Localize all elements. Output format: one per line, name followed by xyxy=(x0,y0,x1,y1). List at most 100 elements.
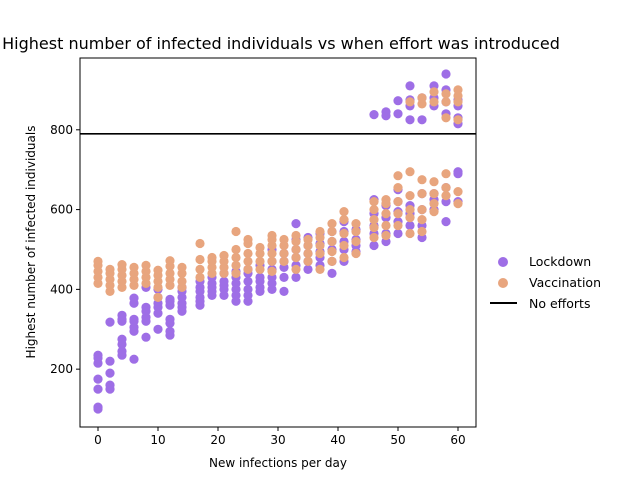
data-point-vaccination xyxy=(417,189,427,199)
data-point-vaccination xyxy=(339,240,349,251)
data-point-lockdown xyxy=(105,368,115,378)
data-point-lockdown xyxy=(381,107,391,117)
data-point-vaccination xyxy=(243,248,253,259)
x-tick-label: 20 xyxy=(210,433,225,447)
x-axis-label: New infections per day xyxy=(209,456,347,470)
data-point-vaccination xyxy=(429,189,439,199)
data-point-vaccination xyxy=(351,236,361,247)
data-point-vaccination xyxy=(369,205,379,215)
data-point-vaccination xyxy=(243,256,253,266)
data-point-lockdown xyxy=(405,115,415,125)
data-point-vaccination xyxy=(405,205,415,215)
data-point-lockdown xyxy=(129,354,139,364)
data-point-vaccination xyxy=(429,97,439,107)
data-point-vaccination xyxy=(429,87,439,97)
data-point-lockdown xyxy=(369,240,379,251)
data-point-vaccination xyxy=(153,265,163,275)
data-point-lockdown xyxy=(105,356,115,366)
y-tick-label: 800 xyxy=(50,123,73,137)
data-point-vaccination xyxy=(417,215,427,225)
data-point-vaccination xyxy=(279,256,289,266)
data-point-lockdown xyxy=(441,69,451,79)
data-point-vaccination xyxy=(291,252,301,263)
data-point-vaccination xyxy=(195,264,205,274)
legend-label-no-efforts: No efforts xyxy=(529,296,590,311)
data-point-vaccination xyxy=(405,191,415,201)
data-point-lockdown xyxy=(165,294,175,304)
data-point-vaccination xyxy=(369,215,379,225)
data-point-vaccination xyxy=(267,266,277,276)
data-point-vaccination xyxy=(453,85,463,95)
data-point-lockdown xyxy=(105,380,115,390)
data-point-lockdown xyxy=(141,332,151,342)
data-point-vaccination xyxy=(207,252,217,263)
data-point-vaccination xyxy=(369,197,379,207)
data-point-lockdown xyxy=(93,374,103,384)
data-point-vaccination xyxy=(429,207,439,217)
x-tick-label: 60 xyxy=(450,433,465,447)
data-point-vaccination xyxy=(405,167,415,177)
data-point-vaccination xyxy=(267,256,277,266)
data-point-vaccination xyxy=(255,256,265,266)
data-point-vaccination xyxy=(291,230,301,241)
x-tick-label: 10 xyxy=(150,433,165,447)
data-point-lockdown xyxy=(393,228,403,239)
data-point-vaccination xyxy=(129,262,139,272)
data-point-lockdown xyxy=(93,350,103,360)
data-point-vaccination xyxy=(369,232,379,243)
chart-title: Highest number of infected individuals v… xyxy=(2,34,560,53)
data-point-vaccination xyxy=(417,205,427,215)
data-point-vaccination xyxy=(315,264,325,274)
data-point-vaccination xyxy=(231,268,241,278)
data-point-vaccination xyxy=(279,248,289,259)
data-point-lockdown xyxy=(219,276,229,286)
data-point-vaccination xyxy=(231,252,241,263)
data-point-vaccination xyxy=(429,177,439,187)
data-point-vaccination xyxy=(177,262,187,272)
y-axis-ticks: 200 400 600 800 xyxy=(50,123,80,376)
data-point-vaccination xyxy=(351,219,361,229)
data-point-lockdown xyxy=(417,115,427,125)
data-point-vaccination xyxy=(339,252,349,263)
data-point-lockdown xyxy=(153,324,163,334)
data-points-layer xyxy=(93,69,463,414)
data-point-vaccination xyxy=(393,197,403,207)
data-point-vaccination xyxy=(141,260,151,270)
legend-marker-vaccination xyxy=(498,278,508,288)
x-tick-label: 40 xyxy=(330,433,345,447)
data-point-vaccination xyxy=(327,226,337,237)
data-point-lockdown xyxy=(393,96,403,106)
data-point-vaccination xyxy=(231,226,241,237)
data-point-lockdown xyxy=(441,217,451,227)
data-point-vaccination xyxy=(417,93,427,103)
plot-area-frame xyxy=(79,57,477,428)
y-tick-label: 200 xyxy=(50,362,73,376)
data-point-vaccination xyxy=(231,260,241,270)
data-point-vaccination xyxy=(315,248,325,259)
data-point-vaccination xyxy=(105,264,115,274)
data-point-vaccination xyxy=(195,254,205,265)
data-point-vaccination xyxy=(195,272,205,282)
data-point-vaccination xyxy=(243,234,253,245)
data-point-vaccination xyxy=(441,191,451,201)
data-point-vaccination xyxy=(243,264,253,274)
y-axis-label: Highest number of infected individuals xyxy=(24,126,38,359)
data-point-lockdown xyxy=(93,384,103,394)
data-point-lockdown xyxy=(393,109,403,119)
data-point-lockdown xyxy=(165,326,175,336)
data-point-lockdown xyxy=(117,346,127,356)
data-point-vaccination xyxy=(393,171,403,181)
data-point-vaccination xyxy=(153,292,163,302)
data-point-vaccination xyxy=(381,220,391,231)
data-point-vaccination xyxy=(327,246,337,257)
data-point-vaccination xyxy=(267,230,277,241)
data-point-lockdown xyxy=(129,293,139,303)
data-point-lockdown xyxy=(255,272,265,282)
data-point-vaccination xyxy=(405,97,415,107)
legend-label-vaccination: Vaccination xyxy=(529,275,601,290)
data-point-vaccination xyxy=(315,240,325,251)
data-point-lockdown xyxy=(93,402,103,412)
data-point-vaccination xyxy=(327,219,337,229)
data-point-vaccination xyxy=(117,260,127,270)
